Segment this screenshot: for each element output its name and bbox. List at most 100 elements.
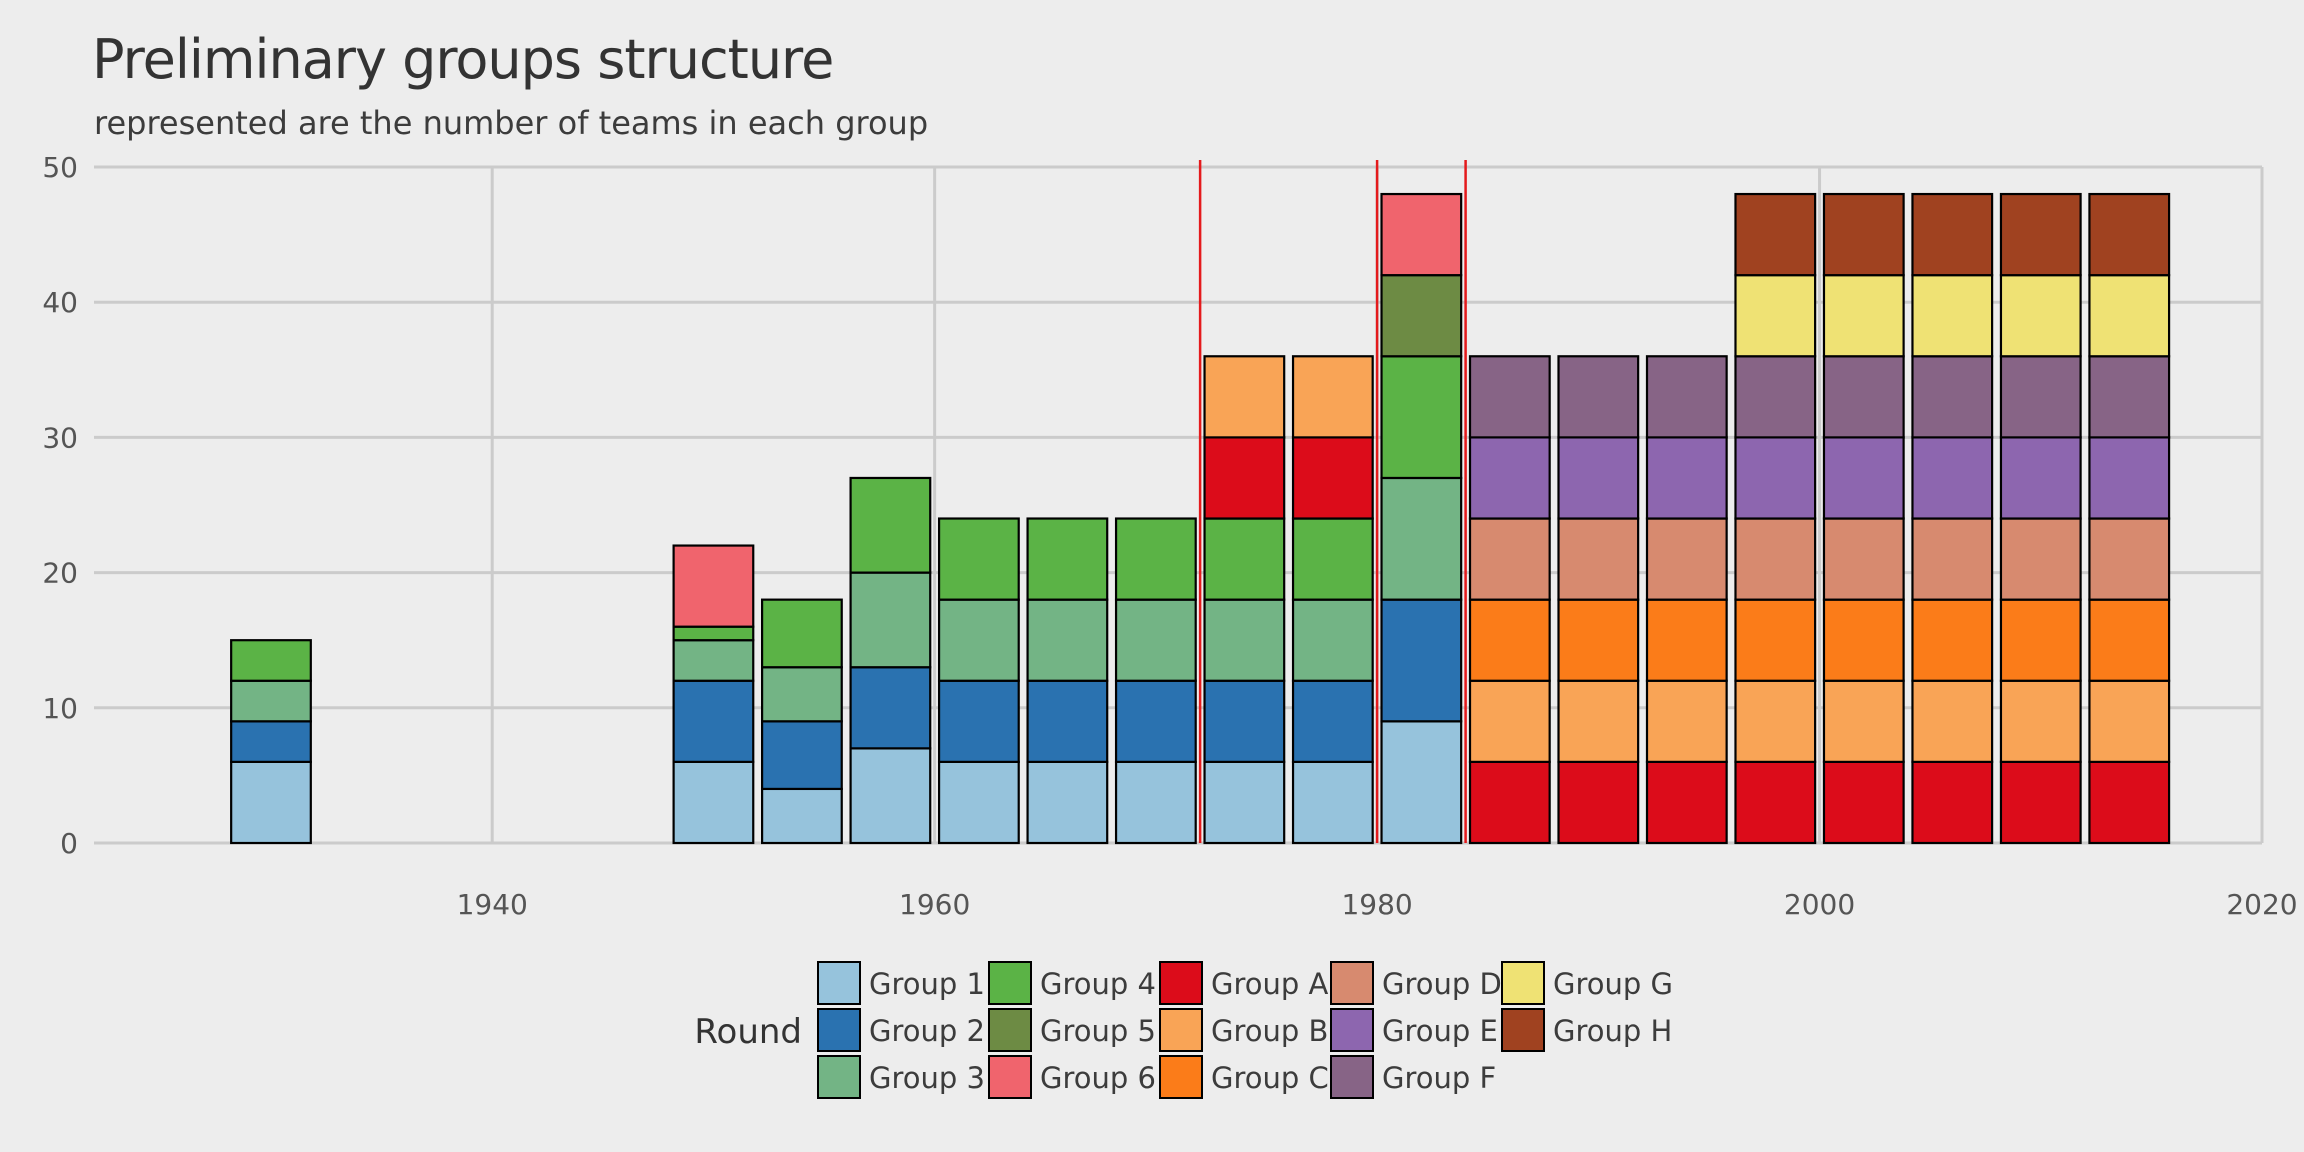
bar-segment-group-6 bbox=[1380, 192, 1463, 277]
bar-segment-group-3 bbox=[1291, 598, 1374, 682]
bar-segment-group-a bbox=[1734, 760, 1817, 845]
bar-segment-group-b bbox=[1468, 679, 1551, 763]
bar-segment-group-4 bbox=[1291, 517, 1374, 601]
bar-segment-group-4 bbox=[230, 639, 312, 682]
bar-segment-group-g bbox=[1911, 274, 1994, 358]
bar-segment-group-3 bbox=[230, 679, 312, 723]
legend-label-group-3: Group 3 bbox=[869, 1061, 985, 1095]
bar-segment-group-1 bbox=[1203, 760, 1286, 845]
bar-segment-group-2 bbox=[230, 720, 312, 763]
legend-title: Round bbox=[694, 1012, 802, 1052]
bar-segment-group-f bbox=[2088, 355, 2171, 439]
bar-segment-group-1 bbox=[937, 760, 1020, 845]
bar-segment-group-h bbox=[1911, 192, 1994, 277]
bars bbox=[230, 192, 2171, 845]
bar-segment-group-4 bbox=[1380, 355, 1463, 480]
bar-segment-group-g bbox=[1734, 274, 1817, 358]
bar-segment-group-4 bbox=[1114, 517, 1197, 601]
bar-segment-group-d bbox=[1468, 517, 1551, 601]
bar-segment-group-b bbox=[1822, 679, 1905, 763]
bar-segment-group-2 bbox=[1203, 679, 1286, 763]
bar-segment-group-c bbox=[1645, 598, 1728, 682]
bar-segment-group-d bbox=[1822, 517, 1905, 601]
bar-segment-group-f bbox=[1911, 355, 1994, 439]
bar-segment-group-3 bbox=[1114, 598, 1197, 682]
bar-segment-group-3 bbox=[1026, 598, 1109, 682]
legend-swatch-group-d bbox=[1330, 961, 1374, 1005]
bar-segment-group-4 bbox=[937, 517, 1020, 601]
legend-label-group-d: Group D bbox=[1382, 967, 1502, 1001]
chart-title: Preliminary groups structure bbox=[92, 28, 834, 91]
bar-segment-group-1 bbox=[760, 787, 843, 845]
bar-segment-group-h bbox=[1734, 192, 1817, 277]
bar-segment-group-e bbox=[1911, 436, 1994, 520]
bar-segment-group-e bbox=[1999, 436, 2082, 520]
x-tick-label: 1940 bbox=[457, 888, 528, 921]
bar-segment-group-3 bbox=[849, 571, 932, 669]
bar-segment-group-1 bbox=[1114, 760, 1197, 845]
bar-segment-group-a bbox=[2088, 760, 2171, 845]
legend-swatch-group-a bbox=[1159, 961, 1203, 1005]
bar-segment-group-c bbox=[1999, 598, 2082, 682]
bar-segment-group-f bbox=[1822, 355, 1905, 439]
bar-segment-group-4 bbox=[760, 598, 843, 669]
bar-segment-group-e bbox=[1822, 436, 1905, 520]
bar-segment-group-d bbox=[1645, 517, 1728, 601]
legend-swatch-group-b bbox=[1159, 1008, 1203, 1052]
legend-swatch-group-1 bbox=[817, 961, 861, 1005]
legend-swatch-group-f bbox=[1330, 1055, 1374, 1099]
bar-segment-group-g bbox=[1999, 274, 2082, 358]
y-tick-label: 10 bbox=[42, 692, 78, 725]
x-tick-label: 1980 bbox=[1341, 888, 1412, 921]
bar-segment-group-6 bbox=[672, 544, 755, 628]
legend: Round Group 1 Group 2 Group 3 Group 4 Group 5… bbox=[694, 961, 1673, 1099]
bar-segment-group-d bbox=[1999, 517, 2082, 601]
legend-label-group-6: Group 6 bbox=[1040, 1061, 1156, 1095]
bar-segment-group-b bbox=[1203, 355, 1286, 439]
bar-segment-group-1 bbox=[1291, 760, 1374, 845]
y-tick-label: 20 bbox=[42, 557, 78, 590]
bar-segment-group-f bbox=[1468, 355, 1551, 439]
legend-swatch-group-3 bbox=[817, 1055, 861, 1099]
bar-segment-group-e bbox=[1468, 436, 1551, 520]
bar-segment-group-2 bbox=[1380, 598, 1463, 723]
legend-label-group-h: Group H bbox=[1553, 1014, 1672, 1048]
bar-segment-group-c bbox=[1557, 598, 1640, 682]
legend-label-group-e: Group E bbox=[1382, 1014, 1498, 1048]
bar-segment-group-a bbox=[1203, 436, 1286, 520]
bar-segment-group-1 bbox=[849, 747, 932, 845]
legend-label-group-4: Group 4 bbox=[1040, 967, 1156, 1001]
axis-tick-labels: 0 10 20 30 40 50 1940 1960 1980 2000 2020 bbox=[42, 151, 2297, 921]
bar-segment-group-f bbox=[1734, 355, 1817, 439]
bar-segment-group-b bbox=[1645, 679, 1728, 763]
bar-segment-group-2 bbox=[760, 720, 843, 791]
legend-swatch-group-h bbox=[1501, 1008, 1545, 1052]
y-tick-label: 50 bbox=[42, 151, 78, 184]
bar-segment-group-4 bbox=[672, 625, 755, 642]
bar-segment-group-3 bbox=[760, 666, 843, 723]
bar-segment-group-3 bbox=[1203, 598, 1286, 682]
bar-segment-group-1 bbox=[672, 760, 755, 845]
bar-segment-group-2 bbox=[1026, 679, 1109, 763]
bar-segment-group-c bbox=[1734, 598, 1817, 682]
bar-segment-group-2 bbox=[937, 679, 1020, 763]
vertical-reference-lines bbox=[1198, 160, 1467, 843]
bar-segment-group-f bbox=[1645, 355, 1728, 439]
bar-segment-group-f bbox=[1557, 355, 1640, 439]
y-tick-label: 40 bbox=[42, 286, 78, 319]
bar-segment-group-5 bbox=[1380, 274, 1463, 358]
legend-swatch-group-4 bbox=[988, 961, 1032, 1005]
bar-segment-group-e bbox=[1645, 436, 1728, 520]
bar-segment-group-d bbox=[1557, 517, 1640, 601]
bar-segment-group-2 bbox=[1291, 679, 1374, 763]
bar-segment-group-b bbox=[1291, 355, 1374, 439]
bar-segment-group-c bbox=[1822, 598, 1905, 682]
bar-segment-group-a bbox=[1645, 760, 1728, 845]
legend-label-group-a: Group A bbox=[1211, 967, 1329, 1001]
bar-segment-group-h bbox=[1822, 192, 1905, 277]
bar-segment-group-4 bbox=[1026, 517, 1109, 601]
bar-segment-group-3 bbox=[672, 639, 755, 682]
bar-segment-group-e bbox=[2088, 436, 2171, 520]
legend-swatch-group-c bbox=[1159, 1055, 1203, 1099]
